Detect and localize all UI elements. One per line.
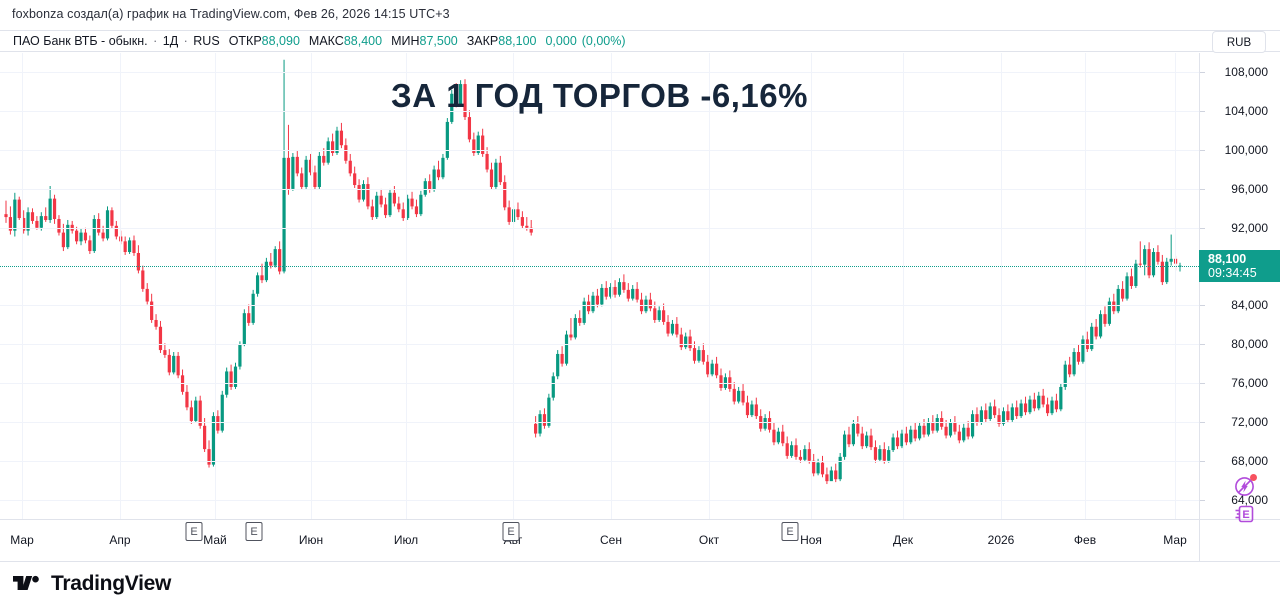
legend-low-value: 87,500 <box>419 34 458 48</box>
gridline-horizontal <box>0 305 1199 307</box>
price-axis-tick <box>1200 188 1205 190</box>
gridline-vertical <box>120 53 121 519</box>
gridline-vertical <box>513 53 514 519</box>
gridline-vertical <box>811 53 812 519</box>
legend-low-label: МИН <box>391 34 420 48</box>
time-axis-label: Ноя <box>800 533 822 547</box>
currency-selector[interactable]: RUB <box>1212 31 1266 53</box>
earnings-marker[interactable]: E <box>781 522 799 541</box>
time-axis-label: Мар <box>1163 533 1187 547</box>
price-axis-tick <box>1200 499 1205 501</box>
price-axis-tick <box>1200 150 1205 152</box>
legend-close-value: 88,100 <box>498 34 537 48</box>
price-axis-label: 80,000 <box>1231 337 1268 352</box>
price-axis-label: 76,000 <box>1231 376 1268 391</box>
legend-symbol[interactable]: ПАО Банк ВТБ - обыкн. <box>13 34 148 48</box>
gridline-horizontal <box>0 460 1199 462</box>
price-axis-label: 108,000 <box>1224 65 1268 80</box>
time-axis-label: Фев <box>1073 533 1097 547</box>
price-axis[interactable]: 108,000 104,000 100,000 96,000 92,000 84,000 8… <box>1199 53 1280 519</box>
price-axis-tick <box>1200 460 1205 462</box>
attribution-text: foxbonza создал(а) график на TradingView… <box>12 7 450 21</box>
gridline-vertical <box>406 53 407 519</box>
legend-close-label: ЗАКР <box>466 34 499 48</box>
legend-interval[interactable]: 1Д <box>162 34 179 48</box>
legend-open-label: ОТКР <box>228 34 262 48</box>
price-axis-tick <box>1200 72 1205 74</box>
gridline-vertical <box>1175 53 1176 519</box>
price-axis-label: 72,000 <box>1231 414 1268 429</box>
gridline-vertical <box>311 53 312 519</box>
alert-lightning-icon[interactable] <box>1234 474 1257 497</box>
earnings-marker[interactable]: E <box>245 522 263 541</box>
time-axis-label: Июл <box>393 533 419 547</box>
current-price-line <box>0 265 1199 267</box>
current-price-tag: 88,100 09:34:45 <box>1199 249 1280 282</box>
current-price-time: 09:34:45 <box>1208 265 1257 280</box>
price-axis-label: 84,000 <box>1231 298 1268 313</box>
tradingview-wordmark: TradingView <box>51 572 172 595</box>
symbol-legend-bar: ПАО Банк ВТБ - обыкн. · 1Д · RUS ОТКР88,0… <box>0 30 1280 52</box>
time-axis-label: Июн <box>298 533 324 547</box>
gridline-vertical <box>611 53 612 519</box>
footer-bar: TradingView <box>0 561 1280 613</box>
gridline-vertical <box>215 53 216 519</box>
time-axis-label: Мар <box>10 533 34 547</box>
gridline-vertical <box>1001 53 1002 519</box>
price-axis-tick <box>1200 421 1205 423</box>
time-axis-label: Апр <box>109 533 131 547</box>
gridline-vertical <box>709 53 710 519</box>
gridline-horizontal <box>0 227 1199 229</box>
time-axis-label: Сен <box>600 533 622 547</box>
time-axis-label: Окт <box>698 533 720 547</box>
gridline-horizontal <box>0 72 1199 74</box>
time-axis[interactable]: МарАпрМайИюнИюлАвгСенОктНояДек2026ФевМар… <box>0 519 1199 561</box>
candlestick-series <box>4 59 1182 485</box>
legend-change-percent: (0,00%) <box>581 34 626 48</box>
chart-plot-area[interactable]: ЗА 1 ГОД ТОРГОВ -6,16% <box>0 53 1199 519</box>
alert-badge-dot <box>1250 474 1257 481</box>
gridline-vertical <box>903 53 904 519</box>
gridline-vertical <box>1085 53 1086 519</box>
price-axis-label: 92,000 <box>1231 220 1268 235</box>
gridline-horizontal <box>0 499 1199 501</box>
price-axis-label: 68,000 <box>1231 453 1268 468</box>
earnings-marker[interactable]: E <box>502 522 520 541</box>
legend-change-absolute: 0,000 <box>545 34 577 48</box>
legend-exchange: RUS <box>193 34 220 48</box>
earnings-marker[interactable]: E <box>185 522 203 541</box>
price-axis-label: 64,000 <box>1231 492 1268 507</box>
gridline-horizontal <box>0 111 1199 113</box>
symbol-legend[interactable]: ПАО Банк ВТБ - обыкн. · 1Д · RUS ОТКР88,0… <box>13 34 626 48</box>
gridline-horizontal <box>0 421 1199 423</box>
price-axis-tick <box>1200 227 1205 229</box>
legend-open-value: 88,090 <box>261 34 300 48</box>
gridline-vertical <box>22 53 23 519</box>
price-axis-tick <box>1200 383 1205 385</box>
gridline-horizontal <box>0 383 1199 385</box>
price-axis-label: 104,000 <box>1224 104 1268 119</box>
gridline-horizontal <box>0 188 1199 190</box>
axis-corner <box>1199 519 1280 561</box>
tradingview-logo-icon <box>13 575 39 590</box>
price-axis-label: 100,000 <box>1224 143 1268 158</box>
gridline-horizontal <box>0 344 1199 346</box>
time-axis-label: 2026 <box>987 533 1015 547</box>
current-price-value: 88,100 <box>1208 251 1247 266</box>
price-axis-tick <box>1200 111 1205 113</box>
time-axis-label: Дек <box>892 533 914 547</box>
legend-high-value: 88,400 <box>343 34 383 48</box>
price-axis-tick <box>1200 305 1205 307</box>
time-axis-label: Май <box>203 533 227 547</box>
price-axis-tick <box>1200 344 1205 346</box>
legend-high-label: МАКС <box>308 34 344 48</box>
svg-text:E: E <box>1242 509 1249 521</box>
chart-corner-tools[interactable]: E <box>1234 474 1258 531</box>
gridline-horizontal <box>0 150 1199 152</box>
tradingview-logo[interactable]: TradingView <box>13 572 171 596</box>
price-axis-label: 96,000 <box>1231 181 1268 196</box>
earnings-panel-icon[interactable]: E <box>1234 503 1256 525</box>
